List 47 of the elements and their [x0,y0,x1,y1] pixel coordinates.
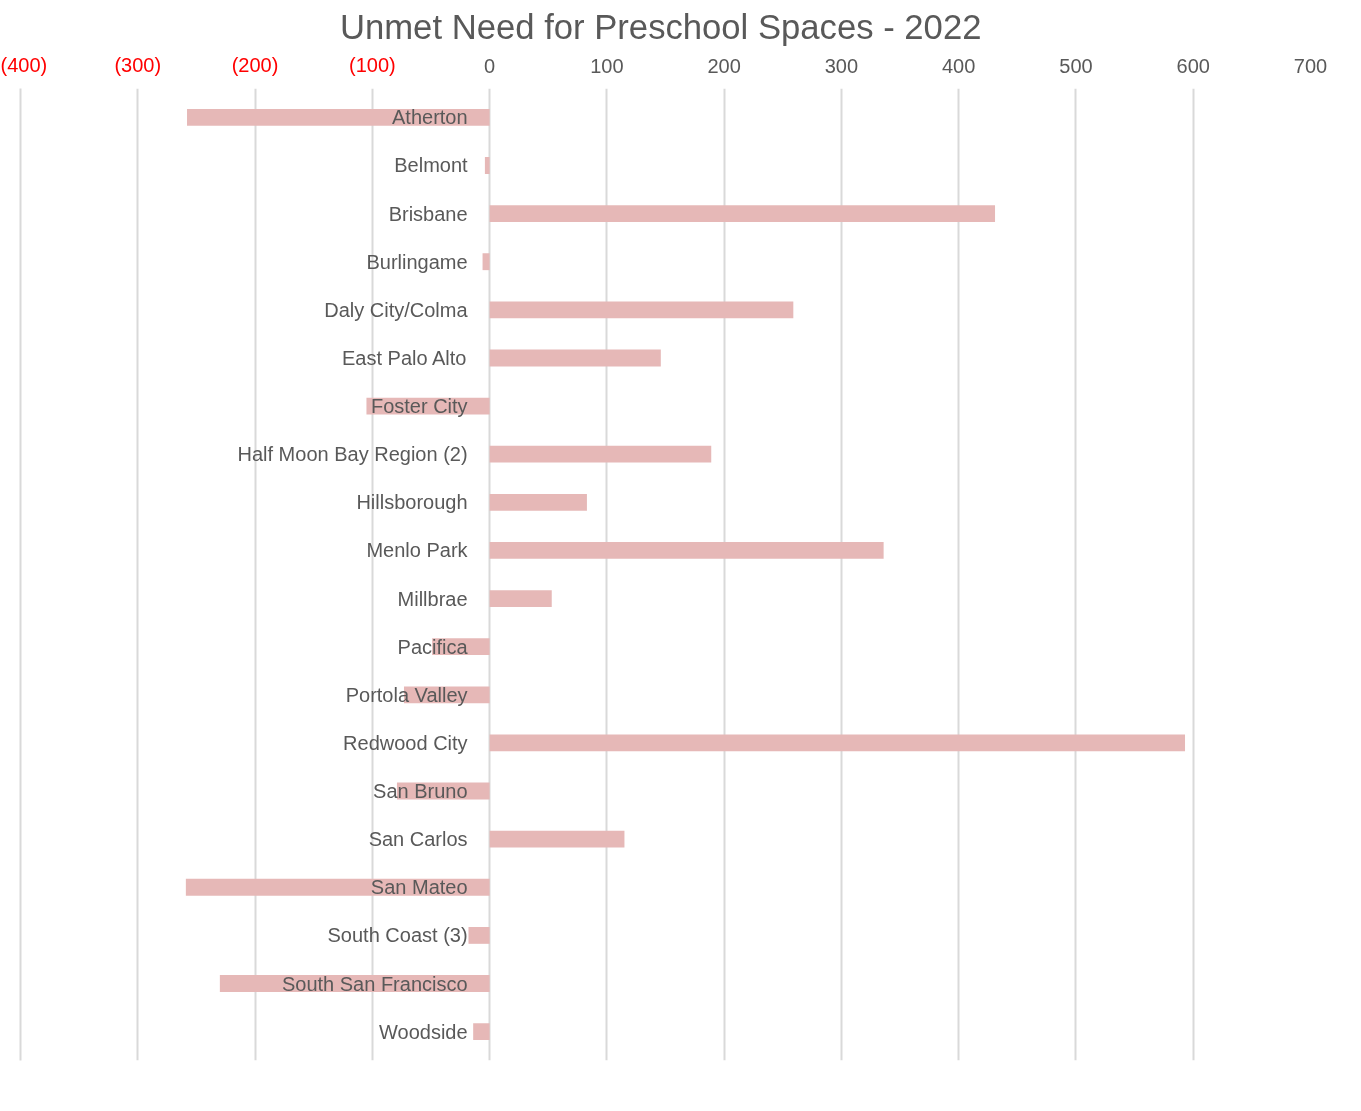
y-tick-label: Pacifica [397,635,469,658]
bar [489,205,996,223]
bar [482,253,490,271]
y-tick-label: Portola Valley [345,683,468,706]
y-tick-label: San Bruno [373,780,468,803]
y-tick-label: Redwood City [343,731,468,754]
bar [489,493,587,511]
y-tick-label: San Mateo [370,876,468,899]
y-tick-label: Hillsborough [356,491,468,514]
y-tick-label: Brisbane [388,202,468,225]
y-tick-label: Burlingame [366,250,468,273]
bar [468,926,490,944]
x-tick-label: (400) [0,53,48,76]
x-tick-label: (300) [114,53,162,76]
y-tick-label: Menlo Park [366,539,469,562]
bar [489,349,661,367]
y-tick-label: Millbrae [397,587,468,610]
x-tick-label: 0 [484,54,496,77]
bar [187,108,490,126]
y-tick-label: Woodside [379,1020,468,1043]
x-tick-label: (200) [231,53,279,76]
bar [489,445,712,463]
y-tick-label: East Palo Alto [341,346,467,369]
x-tick-label: 400 [942,54,976,77]
x-tick-label: 100 [590,54,624,77]
y-tick-label: Atherton [391,106,468,129]
y-tick-label: South San Francisco [281,972,468,995]
y-tick-label: Half Moon Bay Region (2) [237,443,468,466]
x-tick-label: 200 [707,54,741,77]
x-tick-label: (100) [348,53,396,76]
x-tick-label: 700 [1293,54,1328,77]
x-tick-label: 300 [824,54,859,77]
bar [484,157,490,174]
bar [489,830,625,848]
x-tick-label: 600 [1176,54,1210,77]
y-tick-label: Belmont [394,154,469,177]
chart-title: Unmet Need for Preschool Spaces - 2022 [339,7,982,46]
y-tick-label: South Coast (3) [327,924,468,947]
x-tick-label: 500 [1059,54,1093,77]
bar [489,590,552,607]
y-tick-label: Daly City/Colma [324,298,469,321]
bar [489,542,884,559]
y-tick-label: Foster City [370,395,468,418]
bar [489,734,1186,752]
bar [473,1023,490,1041]
y-tick-label: San Carlos [368,828,468,851]
bar [489,301,794,319]
